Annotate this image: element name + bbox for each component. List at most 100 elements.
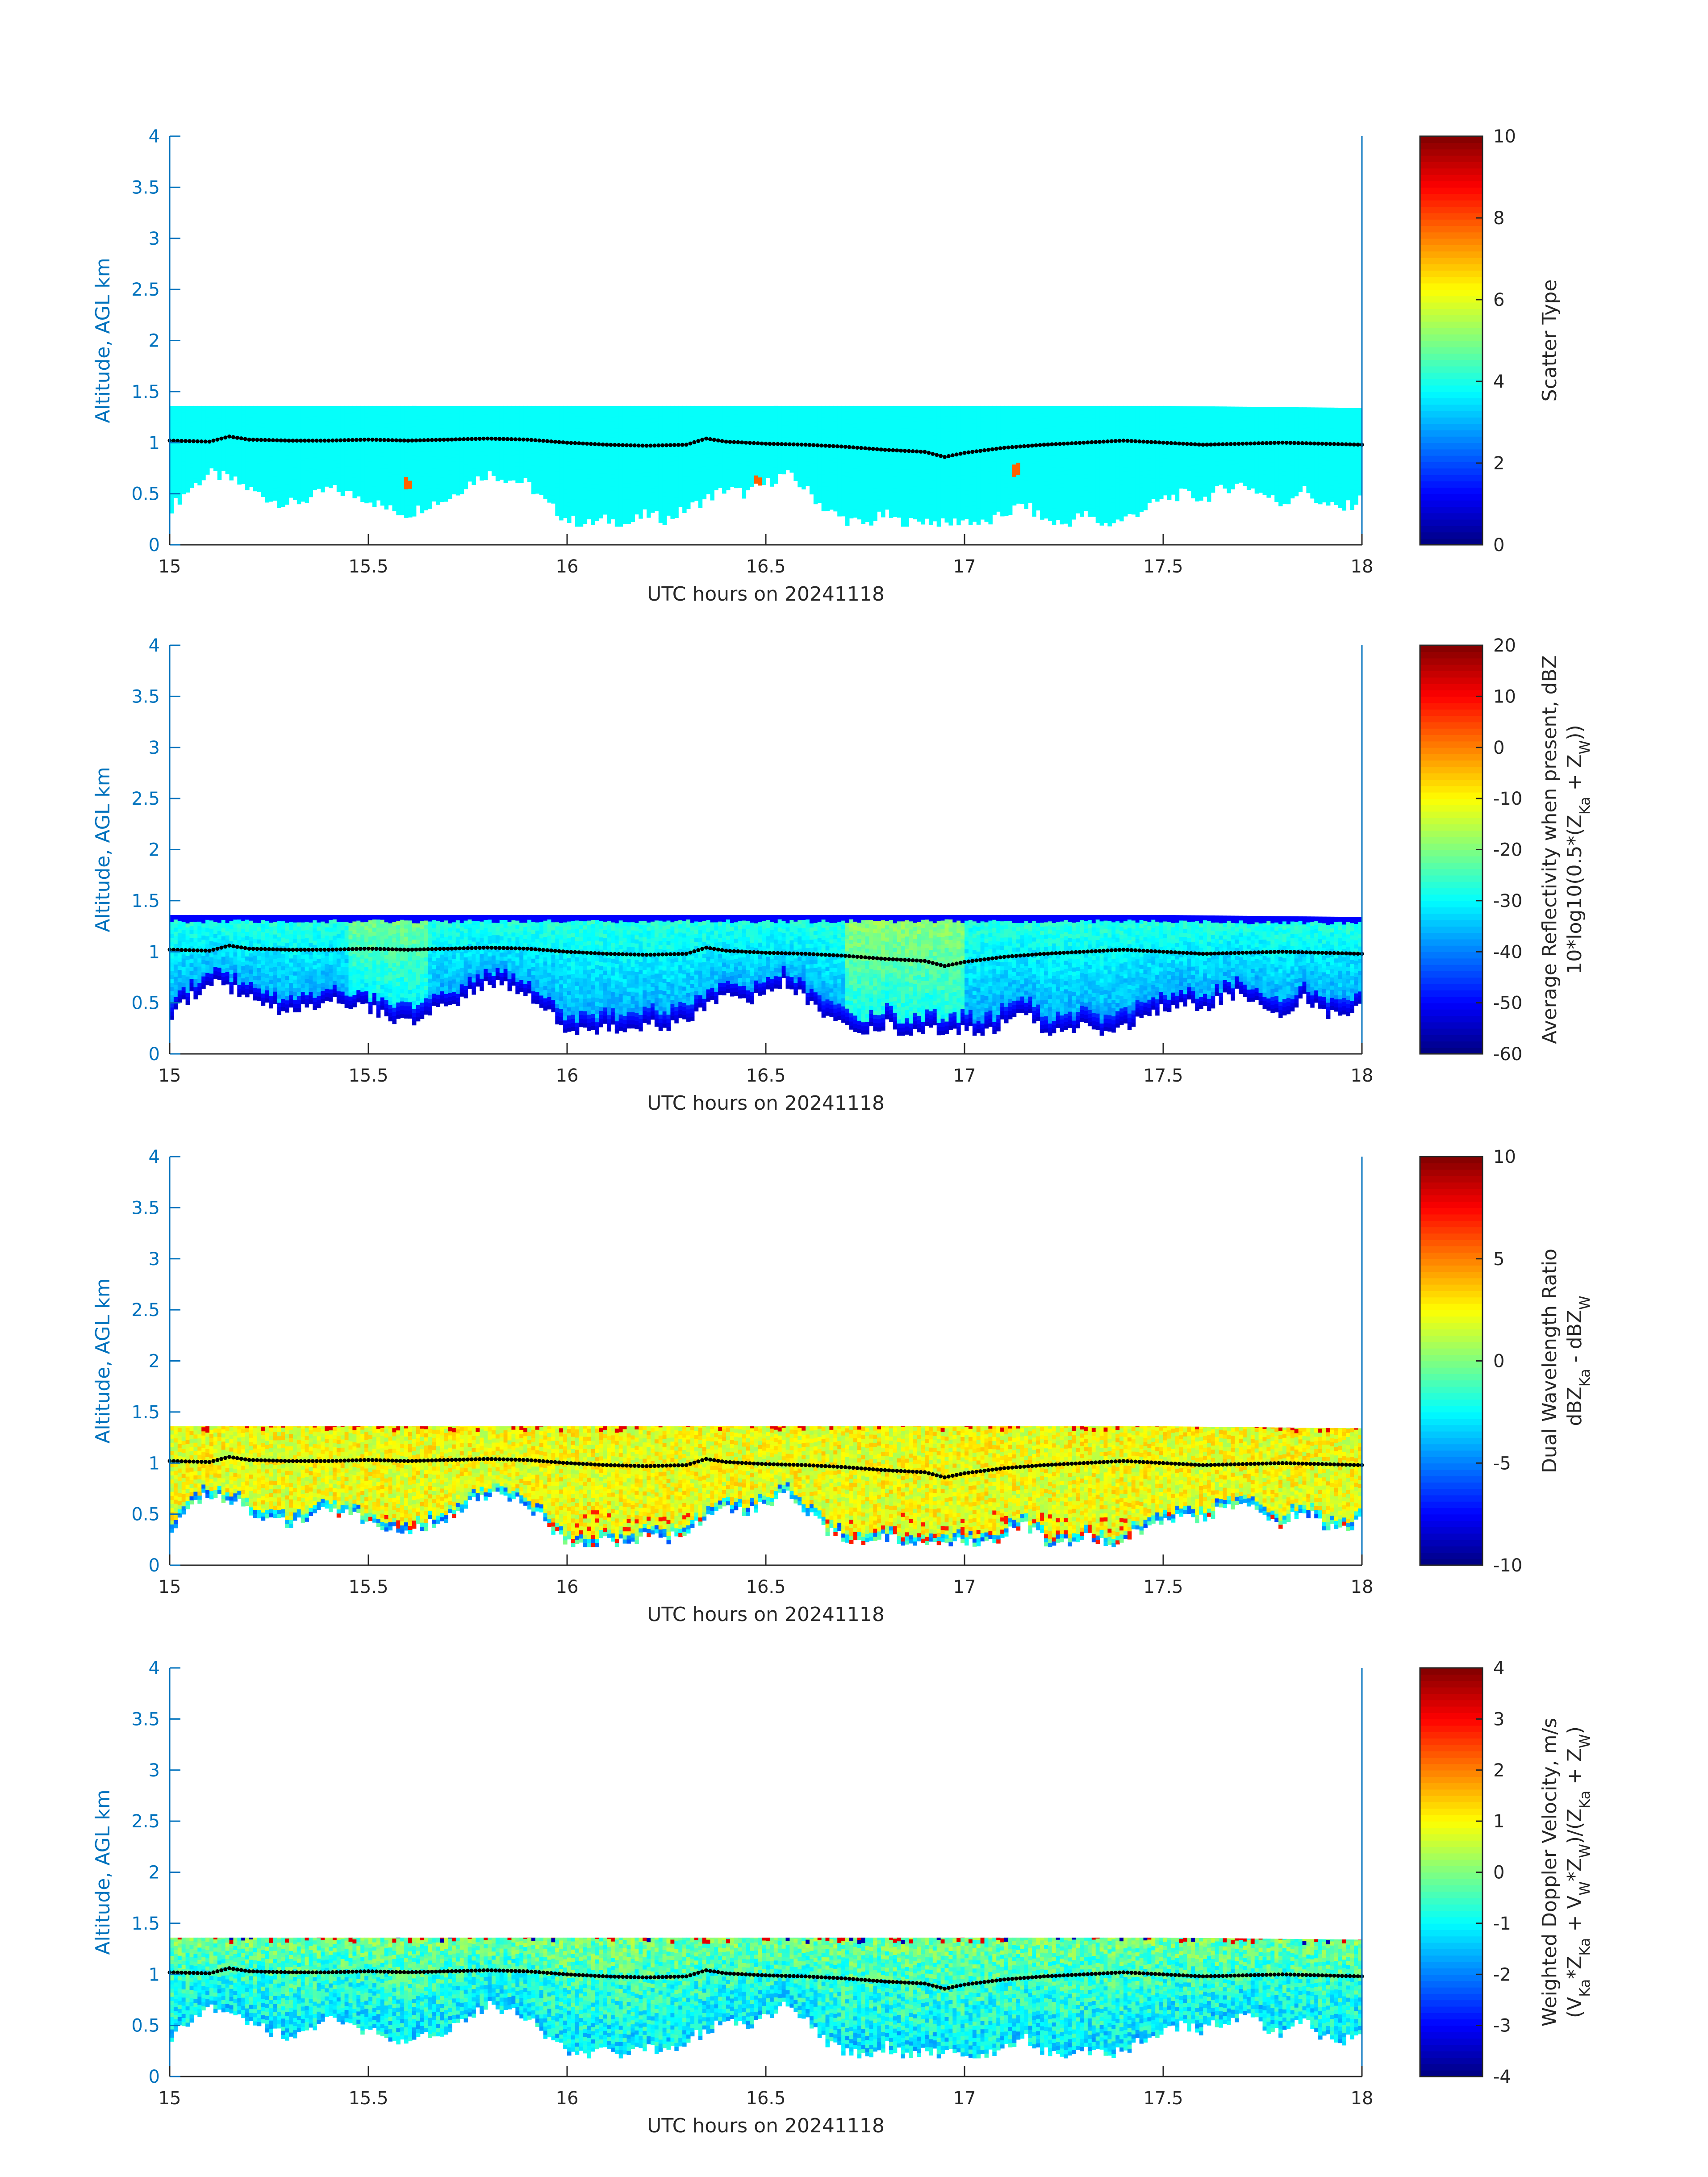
heatmap-cell (360, 477, 365, 482)
heatmap-cell (706, 441, 711, 445)
heatmap-cell (380, 460, 385, 465)
heatmap-cell (710, 468, 714, 472)
heatmap-cell (535, 489, 540, 494)
heatmap-cell (349, 446, 353, 450)
heatmap-cell (770, 421, 774, 426)
heatmap-cell (515, 426, 520, 430)
heatmap-cell (627, 459, 631, 463)
heatmap-cell (476, 455, 480, 460)
heatmap-cell (643, 505, 647, 510)
heatmap-cell (806, 469, 810, 474)
heatmap-cell (579, 514, 584, 518)
heatmap-cell (293, 483, 297, 488)
heatmap-cell (603, 486, 607, 490)
heatmap-cell (722, 412, 727, 416)
heatmap-cell (341, 455, 345, 460)
heatmap-cell (277, 434, 281, 439)
heatmap-cell (789, 456, 794, 460)
heatmap-cell (567, 494, 572, 498)
heatmap-cell (380, 407, 385, 412)
heatmap-cell (667, 491, 671, 495)
heatmap-cell (408, 481, 413, 485)
heatmap-cell (416, 428, 421, 432)
heatmap-cell (519, 446, 524, 451)
heatmap-cell (750, 458, 754, 463)
heatmap-cell (595, 406, 599, 407)
heatmap-cell (197, 424, 202, 428)
heatmap-cell (575, 502, 580, 506)
heatmap-cell (384, 481, 389, 485)
heatmap-cell (193, 425, 198, 430)
heatmap-cell (535, 408, 540, 412)
heatmap-cell (504, 426, 508, 430)
heatmap-cell (543, 454, 548, 458)
heatmap-cell (527, 469, 532, 474)
heatmap-cell (515, 406, 520, 409)
heatmap-cell (678, 470, 683, 475)
heatmap-cell (519, 426, 524, 430)
heatmap-cell (249, 442, 254, 446)
heatmap-cell (551, 426, 555, 430)
heatmap-cell (448, 421, 452, 426)
heatmap-cell (436, 415, 440, 419)
heatmap-cell (400, 507, 405, 511)
heatmap-cell (519, 462, 524, 467)
heatmap-cell (814, 455, 818, 460)
heatmap-cell (674, 416, 679, 420)
heatmap-cell (408, 415, 413, 419)
heatmap-cell (221, 422, 226, 426)
heatmap-cell (583, 422, 588, 426)
heatmap-cell (595, 406, 599, 411)
heatmap-cell (738, 435, 743, 439)
heatmap-cell (285, 484, 289, 489)
heatmap-cell (611, 470, 615, 475)
heatmap-cell (559, 435, 564, 439)
heatmap-cell (472, 415, 476, 420)
heatmap-cell (686, 406, 691, 407)
heatmap-cell (396, 490, 401, 495)
heatmap-cell (754, 414, 758, 418)
heatmap-cell (217, 431, 222, 435)
heatmap-cell (317, 407, 321, 411)
heatmap-cell (686, 480, 691, 485)
heatmap-cell (798, 414, 802, 418)
heatmap-cell (599, 412, 603, 416)
heatmap-cell (436, 451, 440, 456)
heatmap-cell (186, 484, 190, 489)
heatmap-cell (341, 484, 345, 488)
heatmap-cell (789, 411, 794, 416)
heatmap-cell (341, 463, 345, 468)
heatmap-cell (814, 430, 818, 435)
heatmap-cell (317, 431, 321, 436)
heatmap-cell (321, 435, 325, 439)
heatmap-cell (201, 460, 206, 464)
heatmap-cell (217, 476, 222, 480)
heatmap-cell (655, 490, 659, 495)
heatmap-cell (746, 482, 751, 486)
heatmap-cell (643, 489, 647, 493)
heatmap-cell (647, 468, 651, 473)
heatmap-cell (631, 468, 635, 473)
heatmap-cell (325, 466, 329, 470)
heatmap-cell (464, 468, 468, 473)
heatmap-cell (710, 422, 714, 427)
heatmap-cell (571, 507, 576, 512)
heatmap-cell (718, 447, 722, 451)
heatmap-cell (309, 444, 313, 448)
heatmap-cell (325, 406, 329, 409)
heatmap-cell (237, 406, 242, 407)
heatmap-cell (539, 422, 544, 426)
heatmap-cell (341, 451, 345, 455)
heatmap-cell (822, 474, 826, 479)
heatmap-cell (269, 406, 274, 408)
heatmap-cell (337, 426, 341, 431)
heatmap-cell (504, 409, 508, 414)
heatmap-cell (420, 509, 425, 514)
heatmap-cell (714, 433, 718, 437)
heatmap-cell (607, 499, 611, 503)
heatmap-cell (690, 449, 695, 454)
heatmap-cell (774, 476, 778, 480)
heatmap-cell (456, 454, 460, 459)
heatmap-cell (456, 487, 460, 492)
heatmap-cell (420, 497, 425, 501)
